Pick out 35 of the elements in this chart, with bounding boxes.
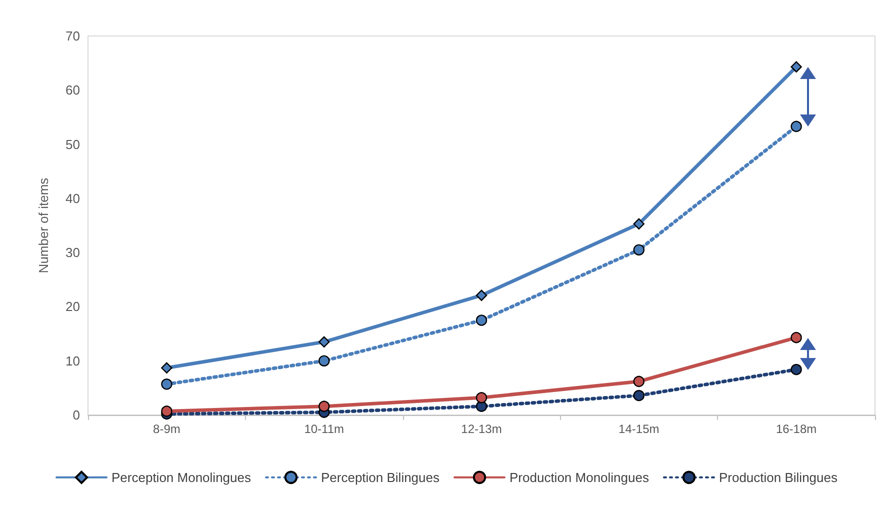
y-tick-label: 60 <box>66 82 80 98</box>
y-tick-label: 10 <box>66 353 80 368</box>
y-tick-label: 20 <box>66 299 80 314</box>
y-tick-label: 40 <box>66 190 80 206</box>
point <box>633 390 644 402</box>
x-tick-label: 10-11m <box>304 422 344 436</box>
y-axis-title: Number of items <box>36 177 51 274</box>
y-tick-label: 50 <box>66 136 80 152</box>
point <box>161 378 172 390</box>
point <box>633 244 644 256</box>
y-tick-label: 30 <box>66 245 80 260</box>
point <box>633 376 644 388</box>
legend-label: Perception Bilingues <box>320 470 440 485</box>
y-tick-label: 0 <box>72 408 80 422</box>
point <box>318 400 330 412</box>
point <box>161 406 172 417</box>
point <box>790 61 802 72</box>
x-tick-label: 12-13m <box>461 422 502 436</box>
point <box>476 392 488 404</box>
legend-label: Production Monolingues <box>510 470 650 485</box>
legend-label: Perception Monolingues <box>112 470 252 485</box>
x-tick-label: 14-15m <box>618 422 660 436</box>
point <box>476 314 488 326</box>
x-tick-label: 16-18m <box>776 422 817 436</box>
x-tick-label: 8-9m <box>153 422 180 436</box>
point <box>790 120 802 132</box>
point <box>318 336 330 348</box>
y-tick-label: 70 <box>66 28 80 44</box>
point <box>318 355 330 366</box>
point <box>790 364 802 376</box>
legend-label: Production Bilingues <box>718 470 838 485</box>
point <box>161 362 172 374</box>
point <box>790 332 802 344</box>
point <box>476 290 488 301</box>
point <box>633 218 644 230</box>
